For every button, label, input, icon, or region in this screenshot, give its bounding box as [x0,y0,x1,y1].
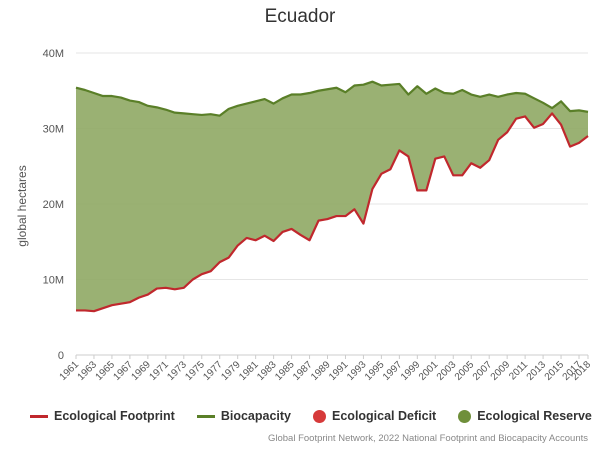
x-tick-label: 1963 [76,359,100,383]
y-tick-label: 10M [43,275,64,287]
x-tick-label: 1997 [381,359,405,383]
x-tick-label: 2003 [435,359,459,383]
x-tick-label: 1979 [219,359,243,383]
y-axis-title: global hectares [15,165,29,246]
x-tick-label: 1965 [94,359,118,383]
x-tick-label: 2007 [471,359,495,383]
x-tick-label: 2001 [417,359,441,383]
ecological-reserve-area [76,81,588,312]
legend-item-footprint[interactable]: Ecological Footprint [30,409,175,423]
legend-label-deficit: Ecological Deficit [332,409,437,423]
x-tick-label: 1969 [129,359,153,383]
x-tick-label: 1991 [327,359,351,383]
x-tick-label: 1989 [309,359,333,383]
y-tick-label: 0 [58,350,64,362]
legend-item-biocapacity[interactable]: Biocapacity [196,409,292,423]
reserve-area-layer [76,81,588,312]
legend-item-reserve[interactable]: Ecological Reserve [458,409,592,423]
legend-item-deficit[interactable]: Ecological Deficit [313,409,436,423]
series-lines [75,80,589,313]
x-tick-label: 1987 [291,359,315,383]
x-tick-label: 1981 [237,359,261,383]
legend-dot-reserve-icon [458,409,472,423]
legend-dot-deficit-icon [313,409,327,423]
x-tick-label: 2005 [453,359,477,383]
legend-label-reserve: Ecological Reserve [477,409,592,423]
x-tick-label: 1999 [399,359,423,383]
x-tick-label: 1961 [58,359,82,383]
legend-label-footprint: Ecological Footprint [54,409,175,423]
x-tick-label: 1967 [112,359,136,383]
x-tick-label: 1995 [363,359,387,383]
x-tick-label: 2013 [525,359,549,383]
x-tick-label: 1971 [147,359,171,383]
y-axis: 0 10M 20M 30M 40M [43,48,64,362]
x-tick-label: 1993 [345,359,369,383]
y-tick-label: 30M [43,124,64,136]
x-tick-label: 1977 [201,359,225,383]
legend-line-footprint-icon [30,414,48,418]
chart-credits[interactable]: Global Footprint Network, 2022 National … [267,433,588,444]
legend-label-biocapacity: Biocapacity [220,409,292,423]
legend-line-biocapacity-icon [196,414,215,418]
x-tick-label: 1985 [273,359,297,383]
x-tick-label: 1975 [183,359,207,383]
x-tick-label: 1973 [165,359,189,383]
y-tick-label: 20M [43,199,64,211]
legend: Ecological Footprint Biocapacity Ecologi… [30,409,592,423]
y-tick-label: 40M [43,48,64,60]
x-tick-label: 2015 [543,359,567,383]
x-tick-label: 1983 [255,359,279,383]
series-line-ecological-footprint[interactable] [76,112,589,313]
x-tick-label: 2009 [489,359,513,383]
series-line-biocapacity[interactable] [75,80,589,117]
x-tick-label: 2011 [507,359,530,382]
chart-title: Ecuador [264,6,336,27]
x-axis: 1961196319651967196919711973197519771979… [58,354,593,383]
